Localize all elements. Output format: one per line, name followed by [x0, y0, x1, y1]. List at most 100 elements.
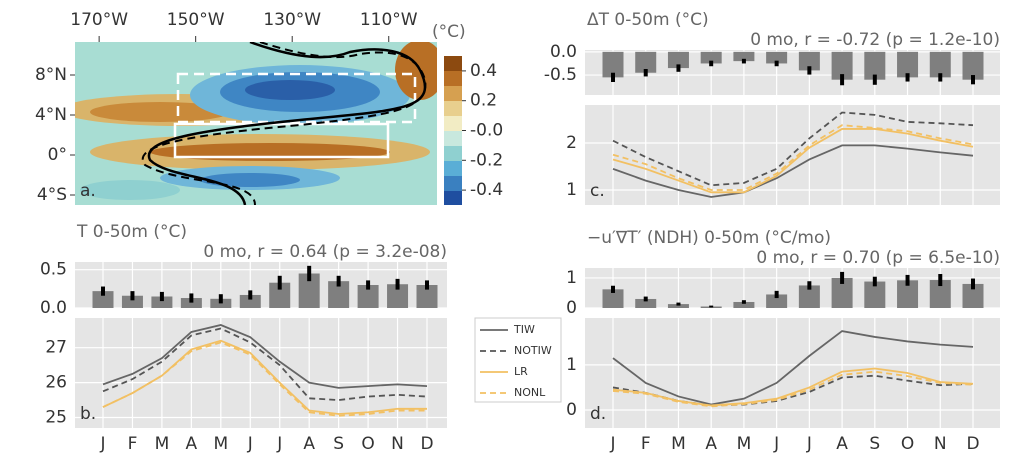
- bar: [602, 289, 624, 308]
- x-tick-label: J: [609, 434, 615, 454]
- y-tick-label: 27: [45, 338, 67, 358]
- bar: [864, 281, 886, 308]
- bar: [602, 51, 624, 78]
- x-tick-label: O: [901, 434, 914, 454]
- bar: [897, 280, 919, 308]
- y-tick-label: 8°N: [35, 65, 67, 85]
- y-tick-label: 25: [45, 408, 67, 428]
- panel-label: b.: [80, 404, 96, 424]
- plot-background: [585, 105, 1000, 205]
- bar: [766, 51, 788, 64]
- line: [612, 124, 974, 191]
- panel-subtitle: 0 mo, r = 0.70 (p = 6.5e-10): [756, 248, 1000, 268]
- line: [612, 370, 974, 408]
- x-tick-label: J: [773, 434, 779, 454]
- bar: [151, 296, 173, 308]
- legend-label: NOTIW: [514, 344, 552, 357]
- legend-label: NONL: [514, 386, 546, 399]
- x-tick-label: D: [420, 434, 433, 454]
- bar: [798, 51, 820, 71]
- colorbar-tick-label: -0.2: [470, 150, 503, 170]
- y-tick-label: 0.5: [40, 260, 67, 280]
- bar: [733, 301, 755, 308]
- y-tick-label: 1: [566, 268, 577, 288]
- bar: [929, 51, 951, 78]
- x-tick-label: M: [737, 434, 752, 454]
- colorbar-tick-label: 0.4: [470, 61, 497, 81]
- bar: [962, 51, 984, 80]
- x-tick-label: J: [806, 434, 812, 454]
- line: [102, 341, 427, 417]
- panel-label: d.: [590, 404, 606, 424]
- y-tick-label: 0°: [48, 145, 67, 165]
- y-tick-label: 1: [566, 355, 577, 375]
- x-tick-label: F: [641, 434, 651, 454]
- colorbar-tick-label: 0.2: [470, 91, 497, 111]
- bar: [635, 298, 657, 308]
- y-tick-label: 0.0: [550, 42, 577, 62]
- x-tick-label: A: [705, 434, 717, 454]
- x-tick-label: N: [934, 434, 947, 454]
- bar: [766, 294, 788, 308]
- plot-background: [585, 318, 1000, 428]
- x-tick-label: A: [303, 434, 315, 454]
- panel-subtitle: 0 mo, r = -0.72 (p = 1.2e-10): [750, 30, 1000, 50]
- map-field: [75, 42, 437, 205]
- panel-label: a.: [80, 181, 96, 201]
- bar: [357, 285, 379, 308]
- panel-title: T 0-50m (°C): [76, 222, 187, 242]
- x-tick-label: M: [155, 434, 170, 454]
- bar: [328, 281, 350, 308]
- colorbar-label: (°C): [432, 22, 466, 42]
- x-tick-label: 170°W: [70, 10, 128, 30]
- panel-label: c.: [590, 181, 605, 201]
- x-tick-label: N: [391, 434, 404, 454]
- x-tick-label: S: [333, 434, 344, 454]
- x-tick-label: A: [836, 434, 848, 454]
- y-tick-label: 0: [566, 400, 577, 420]
- x-tick-label: M: [213, 434, 228, 454]
- x-tick-label: 130°W: [263, 10, 321, 30]
- bar: [864, 51, 886, 80]
- line: [102, 324, 428, 389]
- x-tick-label: M: [671, 434, 686, 454]
- x-tick-label: F: [128, 434, 138, 454]
- y-tick-label: 1: [566, 180, 577, 200]
- panel-subtitle: 0 mo, r = 0.64 (p = 3.2e-08): [203, 242, 447, 262]
- line: [612, 144, 974, 198]
- x-tick-label: A: [186, 434, 198, 454]
- colorbar: [444, 56, 462, 205]
- bar: [831, 51, 853, 80]
- x-tick-label: S: [869, 434, 880, 454]
- bar: [269, 282, 291, 308]
- y-tick-label: 2: [566, 133, 577, 153]
- y-tick-label: -0.5: [544, 65, 577, 85]
- x-tick-label: J: [276, 434, 282, 454]
- line: [612, 111, 974, 187]
- bar: [700, 51, 722, 64]
- line: [612, 330, 974, 406]
- bar: [962, 283, 984, 308]
- colorbar-tick-label: -0.4: [470, 180, 503, 200]
- legend-label: LR: [514, 365, 528, 378]
- bar: [831, 277, 853, 308]
- bar: [798, 285, 820, 308]
- panel-title: ΔT 0-50m (°C): [587, 10, 709, 30]
- bar: [667, 51, 689, 69]
- x-tick-label: J: [99, 434, 105, 454]
- bar: [667, 304, 689, 308]
- bar: [897, 51, 919, 78]
- y-tick-label: 0.0: [40, 298, 67, 318]
- colorbar-tick-label: -0.0: [470, 121, 503, 141]
- x-tick-label: D: [966, 434, 979, 454]
- bar: [929, 280, 951, 308]
- x-tick-label: 150°W: [167, 10, 225, 30]
- bar: [416, 285, 438, 308]
- y-tick-label: 4°N: [35, 105, 67, 125]
- bar: [239, 294, 261, 308]
- bar: [298, 273, 320, 308]
- y-tick-label: 4°S: [37, 185, 67, 205]
- bar: [92, 291, 114, 308]
- x-tick-label: 110°W: [360, 10, 418, 30]
- x-tick-label: O: [361, 434, 374, 454]
